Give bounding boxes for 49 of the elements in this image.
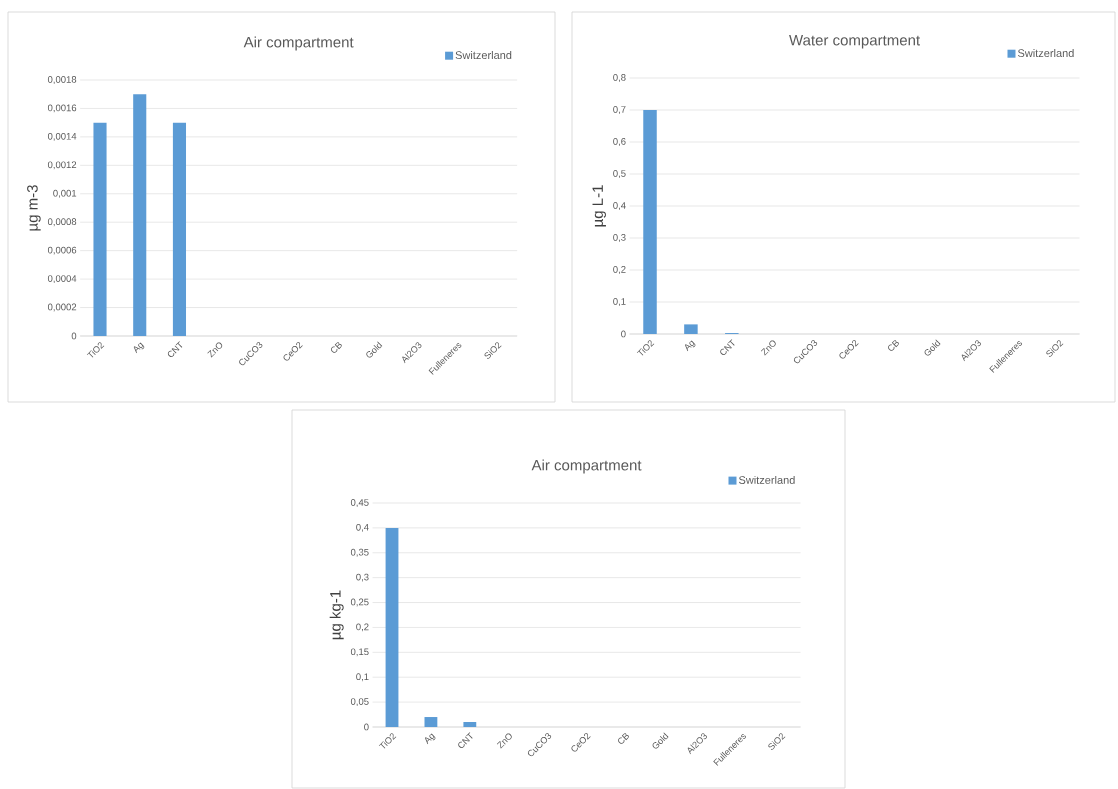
chart-title: Air compartment <box>243 36 354 51</box>
y-tick-label: 0,2 <box>613 266 626 274</box>
chart-title: Air compartment <box>531 459 642 474</box>
x-tick-label: Ag <box>133 342 145 354</box>
y-tick-label: 0 <box>71 332 77 340</box>
bar <box>463 722 477 727</box>
y-tick-label: 0,2 <box>356 623 369 632</box>
y-tick-label: 0,7 <box>613 106 626 114</box>
bar <box>684 324 698 334</box>
y-tick-label: 0,05 <box>350 698 369 707</box>
legend-label: Switzerland <box>1017 48 1074 58</box>
y-tick-label: 0,0018 <box>47 76 77 84</box>
y-axis-title: µg m-3 <box>27 185 41 231</box>
x-tick-label: CB <box>331 342 342 353</box>
x-tick-label: CB <box>888 340 899 351</box>
y-tick-label: 0,3 <box>613 234 626 242</box>
y-tick-label: 0,35 <box>350 548 369 557</box>
y-tick-label: 0,5 <box>613 170 626 178</box>
chart-title: Water compartment <box>789 35 920 49</box>
x-tick-label: CB <box>618 733 629 744</box>
y-tick-label: 0,8 <box>613 74 626 82</box>
y-tick-label: 0 <box>364 723 369 731</box>
y-tick-label: 0,1 <box>356 673 369 682</box>
y-tick-label: 0,0016 <box>47 104 77 113</box>
y-tick-label: 0,4 <box>356 523 369 532</box>
x-tick-label: Ag <box>424 733 436 745</box>
y-tick-label: 0,0012 <box>47 161 77 170</box>
y-tick-label: 0,3 <box>356 573 369 582</box>
y-tick-label: 0,0004 <box>47 275 77 284</box>
y-tick-label: 0,25 <box>350 598 369 607</box>
y-tick-label: 0,0014 <box>47 132 77 141</box>
y-tick-label: 0,1 <box>613 298 626 306</box>
y-tick-label: 0 <box>621 330 626 338</box>
y-axis-title: µg L-1 <box>592 185 606 227</box>
y-axis-title: µg kg-1 <box>329 590 344 640</box>
bar <box>385 527 399 727</box>
y-tick-label: 0,4 <box>613 202 626 210</box>
x-tick-label: Ag <box>684 340 696 352</box>
y-tick-label: 0,0002 <box>47 303 77 312</box>
y-tick-label: 0,0008 <box>47 218 77 227</box>
legend-label: Switzerland <box>455 50 512 60</box>
y-tick-label: 0,45 <box>350 499 369 507</box>
y-tick-label: 0,15 <box>350 648 369 657</box>
bar <box>424 717 438 727</box>
bar <box>643 110 657 334</box>
y-tick-label: 0,0006 <box>47 246 77 255</box>
y-tick-label: 0,001 <box>53 189 77 198</box>
legend-label: Switzerland <box>739 475 795 484</box>
y-tick-label: 0,6 <box>613 138 626 146</box>
